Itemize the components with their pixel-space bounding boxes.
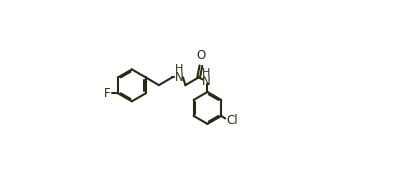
Text: N: N [201,75,210,88]
Text: F: F [104,87,111,100]
Text: Cl: Cl [227,114,238,127]
Text: H: H [202,68,210,78]
Text: O: O [196,49,206,62]
Text: N: N [174,71,183,84]
Text: H: H [175,64,183,74]
